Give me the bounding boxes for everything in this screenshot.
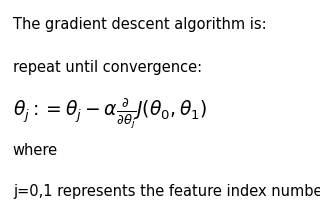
Text: j=0,1 represents the feature index number.: j=0,1 represents the feature index numbe… — [13, 184, 320, 199]
Text: The gradient descent algorithm is:: The gradient descent algorithm is: — [13, 17, 267, 32]
Text: where: where — [13, 143, 58, 158]
Text: repeat until convergence:: repeat until convergence: — [13, 60, 202, 75]
Text: $\theta_j := \theta_j - \alpha \frac{\partial}{\partial\theta_j} J(\theta_0, \th: $\theta_j := \theta_j - \alpha \frac{\pa… — [13, 96, 207, 131]
